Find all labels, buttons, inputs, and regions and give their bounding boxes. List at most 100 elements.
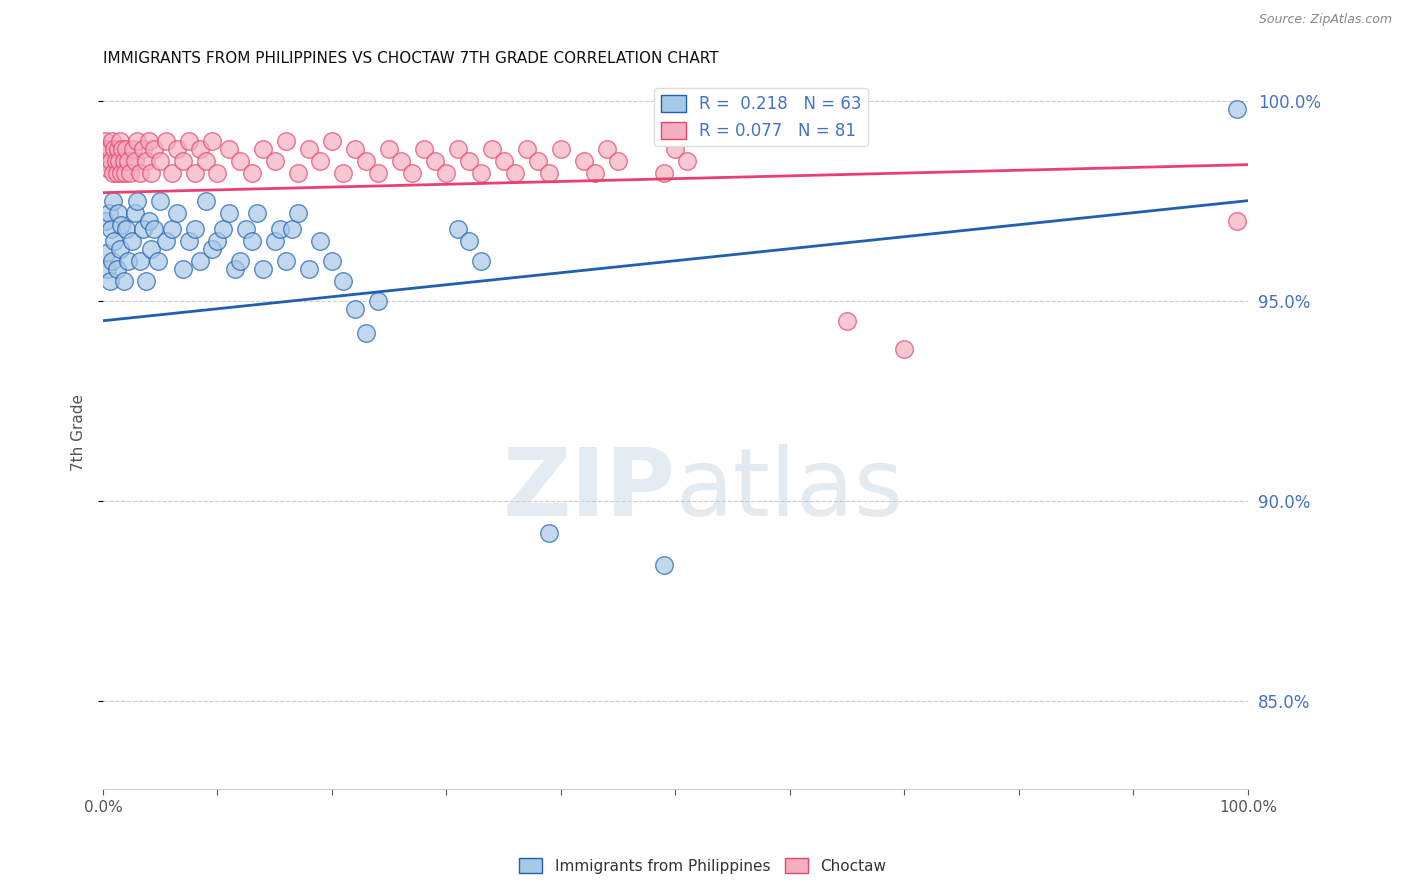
Point [263, 153, 285, 168]
Point [172, 153, 194, 168]
Point [103, 142, 125, 156]
Point [138, 213, 160, 227]
Point [538, 525, 561, 540]
Text: ZIP: ZIP [502, 444, 675, 536]
Point [127, 194, 149, 208]
Point [121, 234, 143, 248]
Point [503, 166, 526, 180]
Point [94, 213, 117, 227]
Point [101, 134, 124, 148]
Point [110, 218, 132, 232]
Point [139, 242, 162, 256]
Point [188, 253, 211, 268]
Point [188, 142, 211, 156]
Point [240, 166, 263, 180]
Point [527, 153, 550, 168]
Text: atlas: atlas [675, 444, 904, 536]
Point [107, 205, 129, 219]
Point [107, 142, 129, 156]
Point [652, 558, 675, 572]
Point [101, 253, 124, 268]
Point [132, 221, 155, 235]
Point [458, 153, 481, 168]
Point [332, 166, 354, 180]
Point [128, 166, 150, 180]
Point [97, 205, 120, 219]
Point [332, 274, 354, 288]
Point [143, 221, 166, 235]
Point [117, 153, 139, 168]
Point [367, 166, 389, 180]
Point [135, 274, 157, 288]
Point [96, 153, 118, 168]
Point [664, 142, 686, 156]
Point [127, 134, 149, 148]
Point [229, 153, 252, 168]
Point [96, 245, 118, 260]
Point [309, 234, 332, 248]
Point [252, 261, 274, 276]
Legend: R =  0.218   N = 63, R = 0.077   N = 81: R = 0.218 N = 63, R = 0.077 N = 81 [654, 88, 869, 146]
Point [100, 153, 122, 168]
Point [166, 142, 188, 156]
Point [177, 234, 200, 248]
Point [1225, 102, 1247, 116]
Point [274, 134, 297, 148]
Point [218, 205, 240, 219]
Point [94, 134, 117, 148]
Point [470, 166, 492, 180]
Point [321, 253, 343, 268]
Point [194, 153, 217, 168]
Point [298, 142, 321, 156]
Point [139, 166, 162, 180]
Point [183, 221, 205, 235]
Point [481, 142, 503, 156]
Point [263, 234, 285, 248]
Point [98, 274, 121, 288]
Point [212, 221, 235, 235]
Point [138, 134, 160, 148]
Point [470, 253, 492, 268]
Point [252, 142, 274, 156]
Point [124, 153, 146, 168]
Point [105, 261, 128, 276]
Point [103, 234, 125, 248]
Point [607, 153, 630, 168]
Point [287, 166, 309, 180]
Point [128, 253, 150, 268]
Point [121, 142, 143, 156]
Point [1225, 213, 1247, 227]
Point [538, 166, 561, 180]
Point [100, 221, 122, 235]
Point [114, 221, 136, 235]
Point [246, 205, 269, 219]
Point [201, 134, 224, 148]
Point [298, 261, 321, 276]
Point [281, 221, 304, 235]
Point [155, 234, 177, 248]
Point [96, 261, 118, 276]
Point [492, 153, 515, 168]
Point [166, 205, 188, 219]
Point [224, 261, 246, 276]
Point [321, 134, 343, 148]
Point [114, 166, 136, 180]
Point [652, 166, 675, 180]
Point [160, 166, 183, 180]
Point [143, 142, 166, 156]
Point [401, 166, 423, 180]
Point [135, 153, 157, 168]
Point [837, 314, 859, 328]
Point [287, 205, 309, 219]
Point [389, 153, 412, 168]
Point [572, 153, 595, 168]
Point [378, 142, 401, 156]
Point [155, 134, 177, 148]
Point [269, 221, 291, 235]
Point [114, 142, 136, 156]
Point [423, 153, 446, 168]
Point [229, 253, 252, 268]
Point [103, 166, 125, 180]
Point [201, 242, 224, 256]
Point [356, 326, 378, 340]
